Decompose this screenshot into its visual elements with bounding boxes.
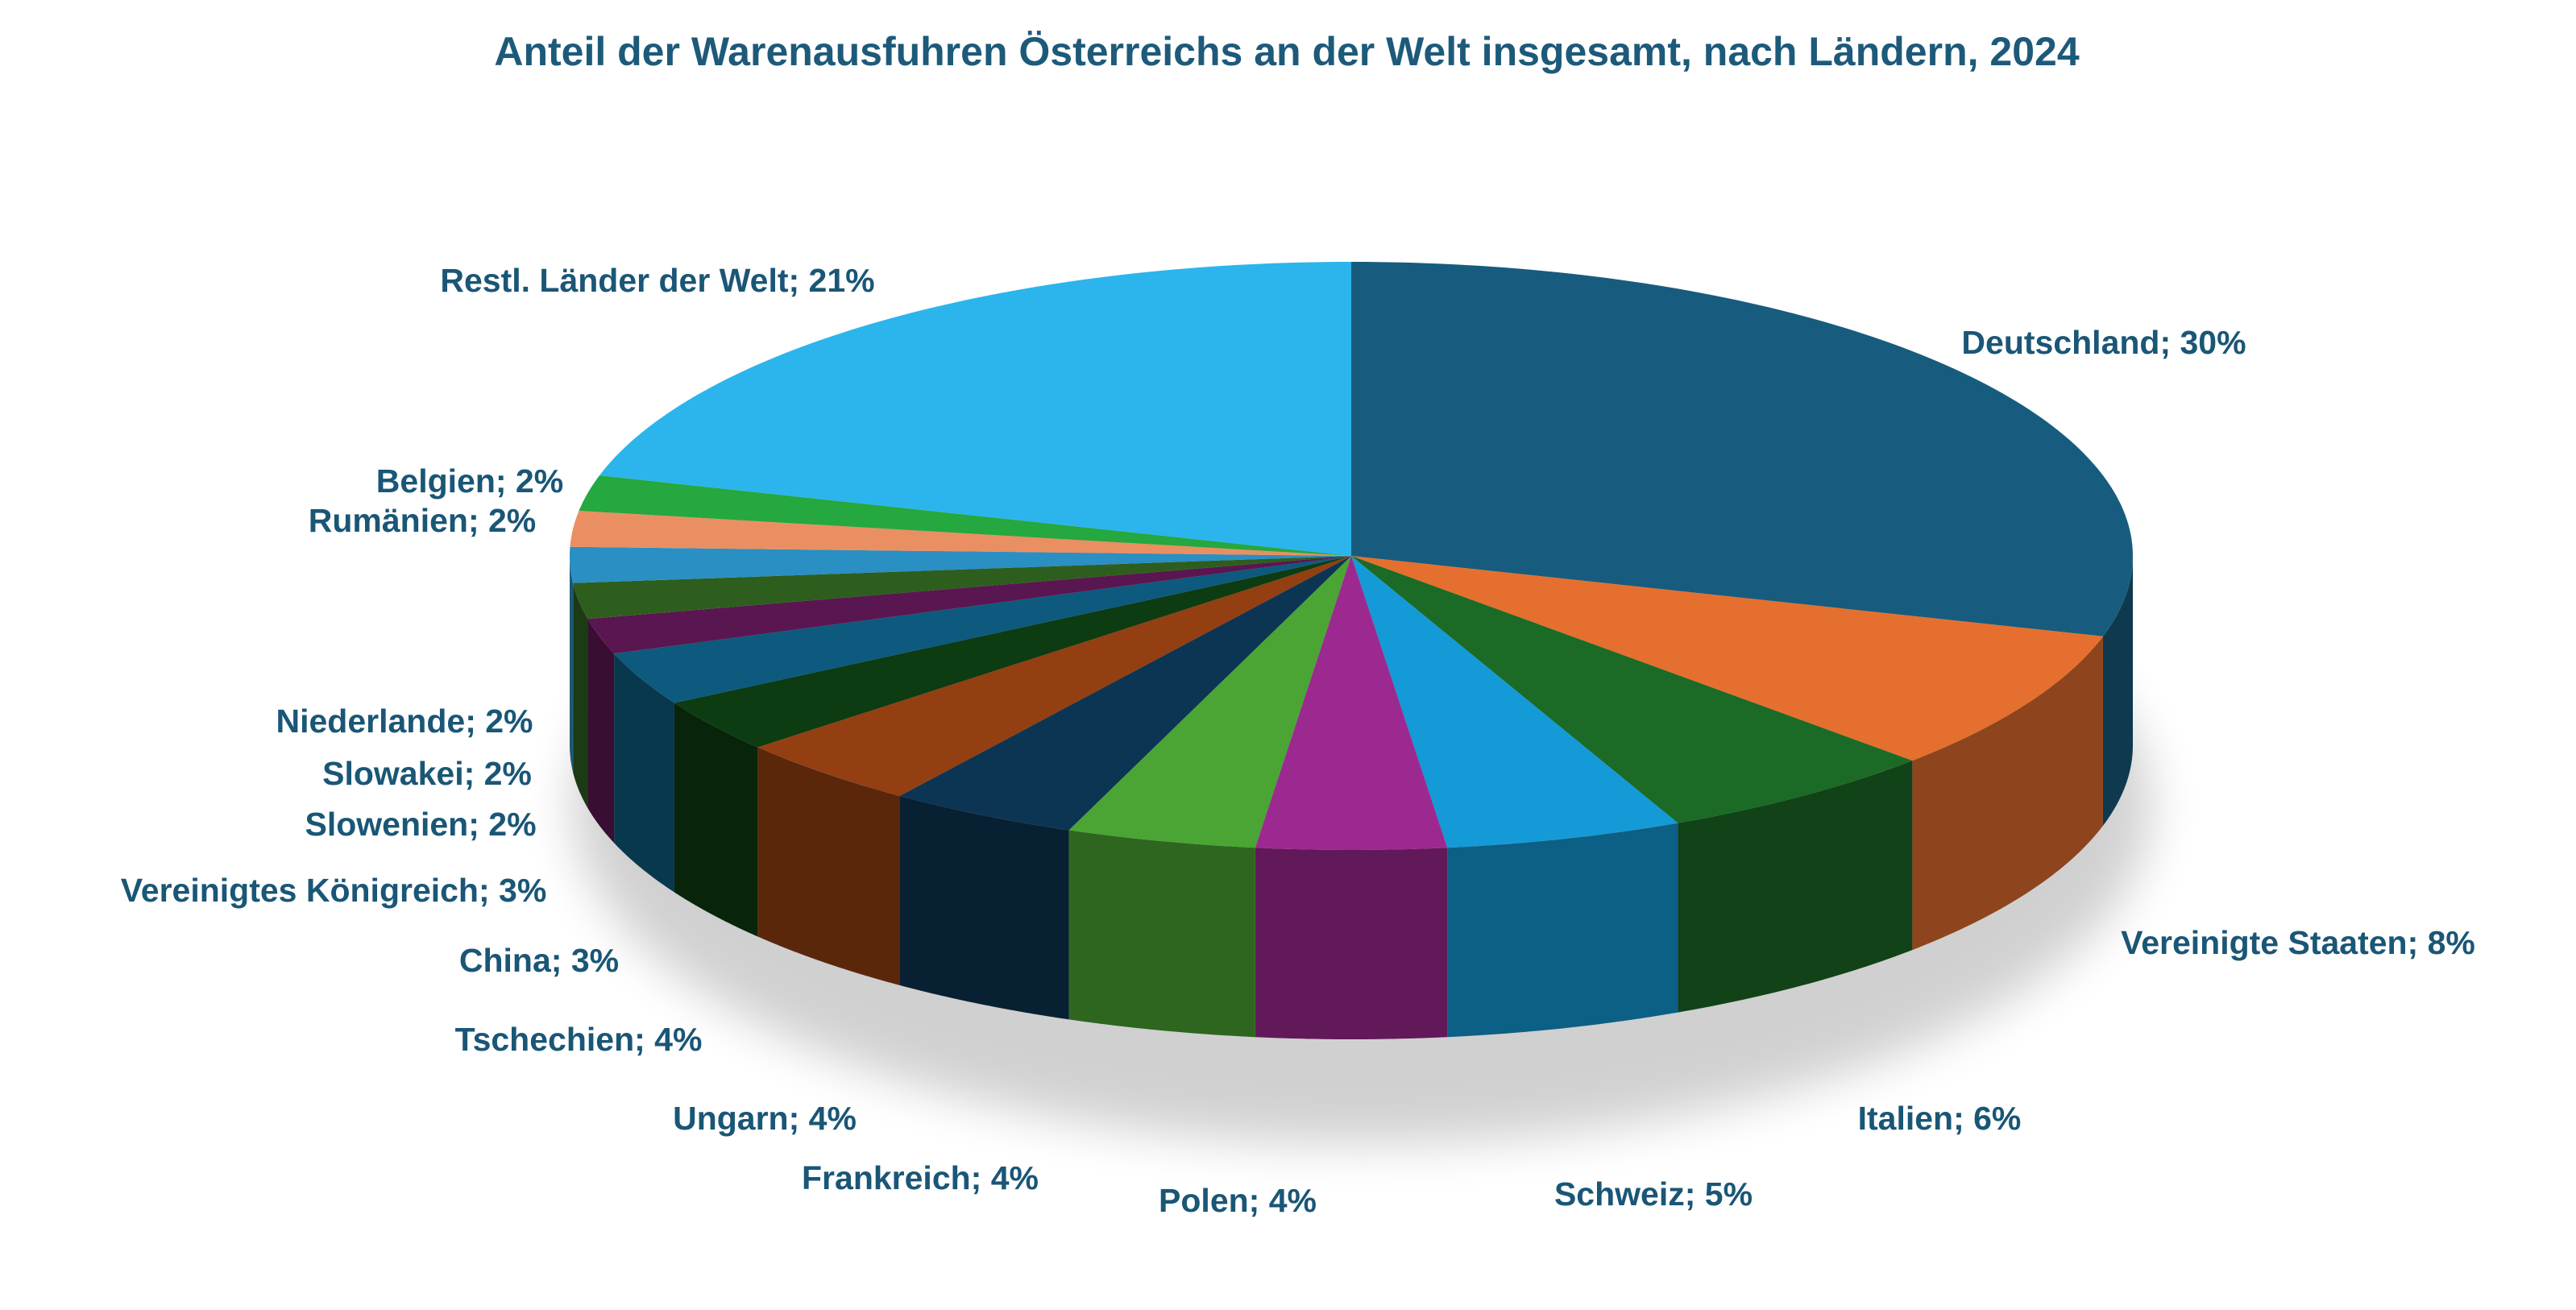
pie-side [1447,823,1678,1038]
pie-side [1678,761,1913,1013]
data-label: Tschechien; 4% [455,1021,703,1058]
pie-slice [1351,556,1678,848]
data-label: Slowakei; 2% [322,755,532,792]
pie-side [899,795,1069,1020]
pie-slice [674,556,1351,748]
pie-slice [1351,556,2103,761]
data-label: Belgien; 2% [376,462,563,500]
data-label: Restl. Länder der Welt; 21% [440,262,874,299]
pie-slice [899,556,1351,831]
pie-tops [570,262,2133,850]
pie-slice [587,556,1351,654]
data-label: Niederlande; 2% [276,703,533,740]
pie-side [573,582,588,809]
pie-side [1068,830,1255,1038]
pie-slice [599,262,1351,556]
pie-sides [570,556,2133,1039]
data-label: Frankreich; 4% [802,1159,1039,1196]
pie-slice [1351,262,2133,636]
pie-slice [573,556,1351,620]
pie-slice [1068,556,1351,848]
pie-slice [614,556,1351,703]
pie-slice [570,511,1351,556]
data-label: Vereinigtes Königreich; 3% [121,872,547,909]
pie-side [1255,848,1448,1039]
pie-slice [570,546,1351,583]
pie-slice [757,556,1351,796]
data-label: Polen; 4% [1159,1182,1317,1219]
chart-title: Anteil der Warenausfuhren Österreichs an… [494,29,2079,74]
labels: Deutschland; 30% Vereinigte Staaten; 8% It… [121,262,2475,1219]
pie-side [1912,636,2103,951]
pie-slice [579,475,1351,556]
pie-side [674,703,758,937]
pie-side [757,747,900,985]
pie-slice [1351,556,1913,823]
pie-side [2102,556,2133,826]
data-label: Rumänien; 2% [309,502,537,539]
pie-side [587,619,615,844]
pie-side [614,653,674,893]
pie-slice [1255,556,1448,850]
data-label: Slowenien; 2% [305,806,536,843]
pie-side [570,556,574,773]
data-label: Ungarn; 4% [673,1100,857,1137]
data-label: Vereinigte Staaten; 8% [2121,924,2475,961]
data-label: China; 3% [459,942,619,979]
data-label: Italien; 6% [1858,1100,2022,1137]
data-label: Schweiz; 5% [1554,1175,1753,1213]
data-label: Deutschland; 30% [1961,324,2246,361]
